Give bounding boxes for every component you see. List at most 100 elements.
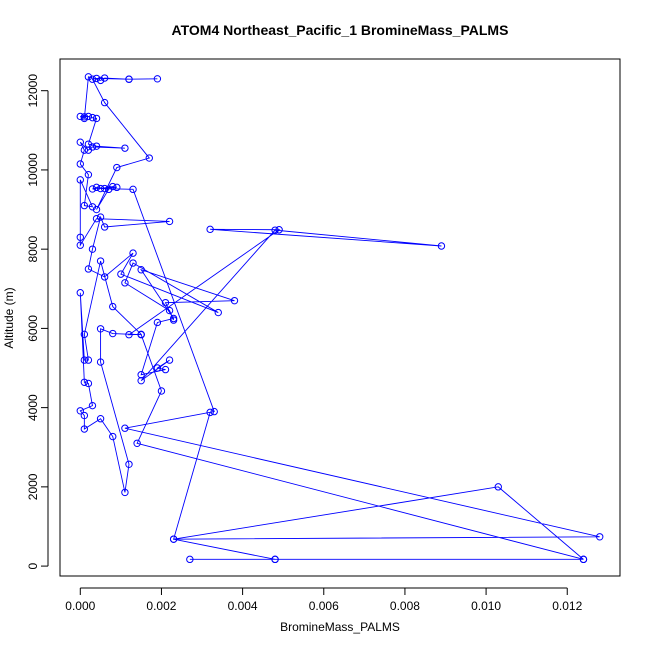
plot-frame	[59, 58, 621, 577]
data-point	[137, 266, 145, 274]
data-point	[271, 226, 279, 234]
data-point	[161, 365, 170, 374]
data-point	[76, 176, 84, 184]
data-point	[437, 242, 446, 250]
data-point	[92, 114, 101, 123]
data-point	[92, 142, 101, 150]
data-point	[76, 138, 84, 146]
data-point	[125, 460, 133, 468]
data-point	[271, 555, 279, 564]
data-point	[80, 113, 89, 121]
data-point	[76, 112, 84, 121]
data-point	[165, 217, 174, 226]
data-point	[80, 378, 89, 386]
y-axis-label: Altitude (m)	[2, 287, 16, 348]
data-point	[214, 308, 222, 317]
data-point	[109, 302, 117, 311]
data-point	[88, 245, 97, 253]
x-tick-label: 0.008	[390, 599, 420, 613]
data-point	[153, 75, 162, 83]
y-tick-label: 0	[26, 562, 40, 569]
data-point	[125, 331, 133, 339]
data-point	[84, 146, 93, 154]
data-point	[84, 112, 93, 121]
data-point	[88, 203, 97, 211]
data-point	[125, 75, 133, 83]
data-point	[153, 318, 162, 327]
data-point	[80, 201, 89, 210]
x-axis-label: BromineMass_PALMS	[280, 620, 400, 634]
data-point	[88, 75, 97, 83]
data-point	[157, 387, 166, 395]
data-point	[96, 415, 105, 423]
x-tick-label: 0.012	[552, 599, 582, 613]
data-point	[84, 170, 93, 179]
data-point	[129, 249, 137, 257]
data-point	[230, 296, 239, 305]
data-series	[76, 73, 604, 564]
data-point	[161, 298, 170, 307]
data-point	[165, 356, 174, 364]
data-point	[96, 184, 105, 193]
data-point	[80, 411, 89, 420]
data-point	[579, 555, 588, 564]
data-point	[76, 160, 84, 168]
data-point	[165, 306, 174, 315]
y-tick-label: 8000	[26, 235, 40, 262]
x-tick-label: 0.006	[309, 599, 339, 613]
data-point	[129, 185, 137, 194]
x-tick-label: 0.004	[228, 599, 258, 613]
data-point	[100, 74, 109, 82]
data-point	[109, 432, 117, 441]
y-axis: 0 2000 4000 6000 8000 10000 12000	[26, 74, 49, 569]
data-point	[109, 329, 117, 338]
data-point	[92, 214, 101, 223]
data-point	[100, 273, 109, 281]
x-tick-label: 0.000	[65, 599, 95, 613]
data-point	[206, 225, 214, 234]
data-point	[84, 379, 93, 388]
data-point	[80, 425, 89, 433]
data-point	[96, 213, 105, 221]
data-point	[84, 73, 93, 81]
y-tick-label: 4000	[26, 394, 40, 421]
y-tick-label: 6000	[26, 315, 40, 342]
data-point	[96, 76, 105, 85]
data-point	[92, 183, 101, 192]
y-tick-label: 12000	[26, 74, 40, 108]
data-point	[96, 257, 105, 265]
data-point	[100, 223, 109, 231]
data-point	[96, 325, 105, 333]
data-point	[76, 289, 84, 297]
x-tick-label: 0.002	[146, 599, 176, 613]
data-point	[137, 376, 145, 385]
data-point	[96, 358, 105, 366]
y-tick-label: 10000	[26, 153, 40, 187]
data-point	[117, 270, 125, 278]
data-point	[104, 185, 113, 194]
data-point	[113, 183, 121, 192]
data-point	[88, 113, 97, 122]
x-tick-label: 0.010	[471, 599, 501, 613]
data-point	[84, 265, 93, 273]
data-point	[84, 356, 93, 364]
data-point	[76, 241, 84, 249]
data-point	[88, 401, 97, 410]
data-point	[169, 535, 178, 543]
data-point	[169, 314, 178, 323]
x-axis: 0.000 0.002 0.004 0.006 0.008 0.010 0.012	[65, 587, 583, 613]
data-point	[210, 407, 218, 416]
data-point	[100, 184, 109, 193]
series-line	[79, 76, 600, 560]
data-point	[80, 330, 89, 339]
data-point	[113, 163, 121, 172]
data-point	[275, 226, 283, 234]
data-point	[92, 74, 101, 83]
data-point	[121, 279, 129, 287]
data-point	[596, 533, 604, 541]
data-point	[76, 407, 84, 415]
data-point	[494, 483, 502, 491]
y-tick-label: 2000	[26, 473, 40, 500]
